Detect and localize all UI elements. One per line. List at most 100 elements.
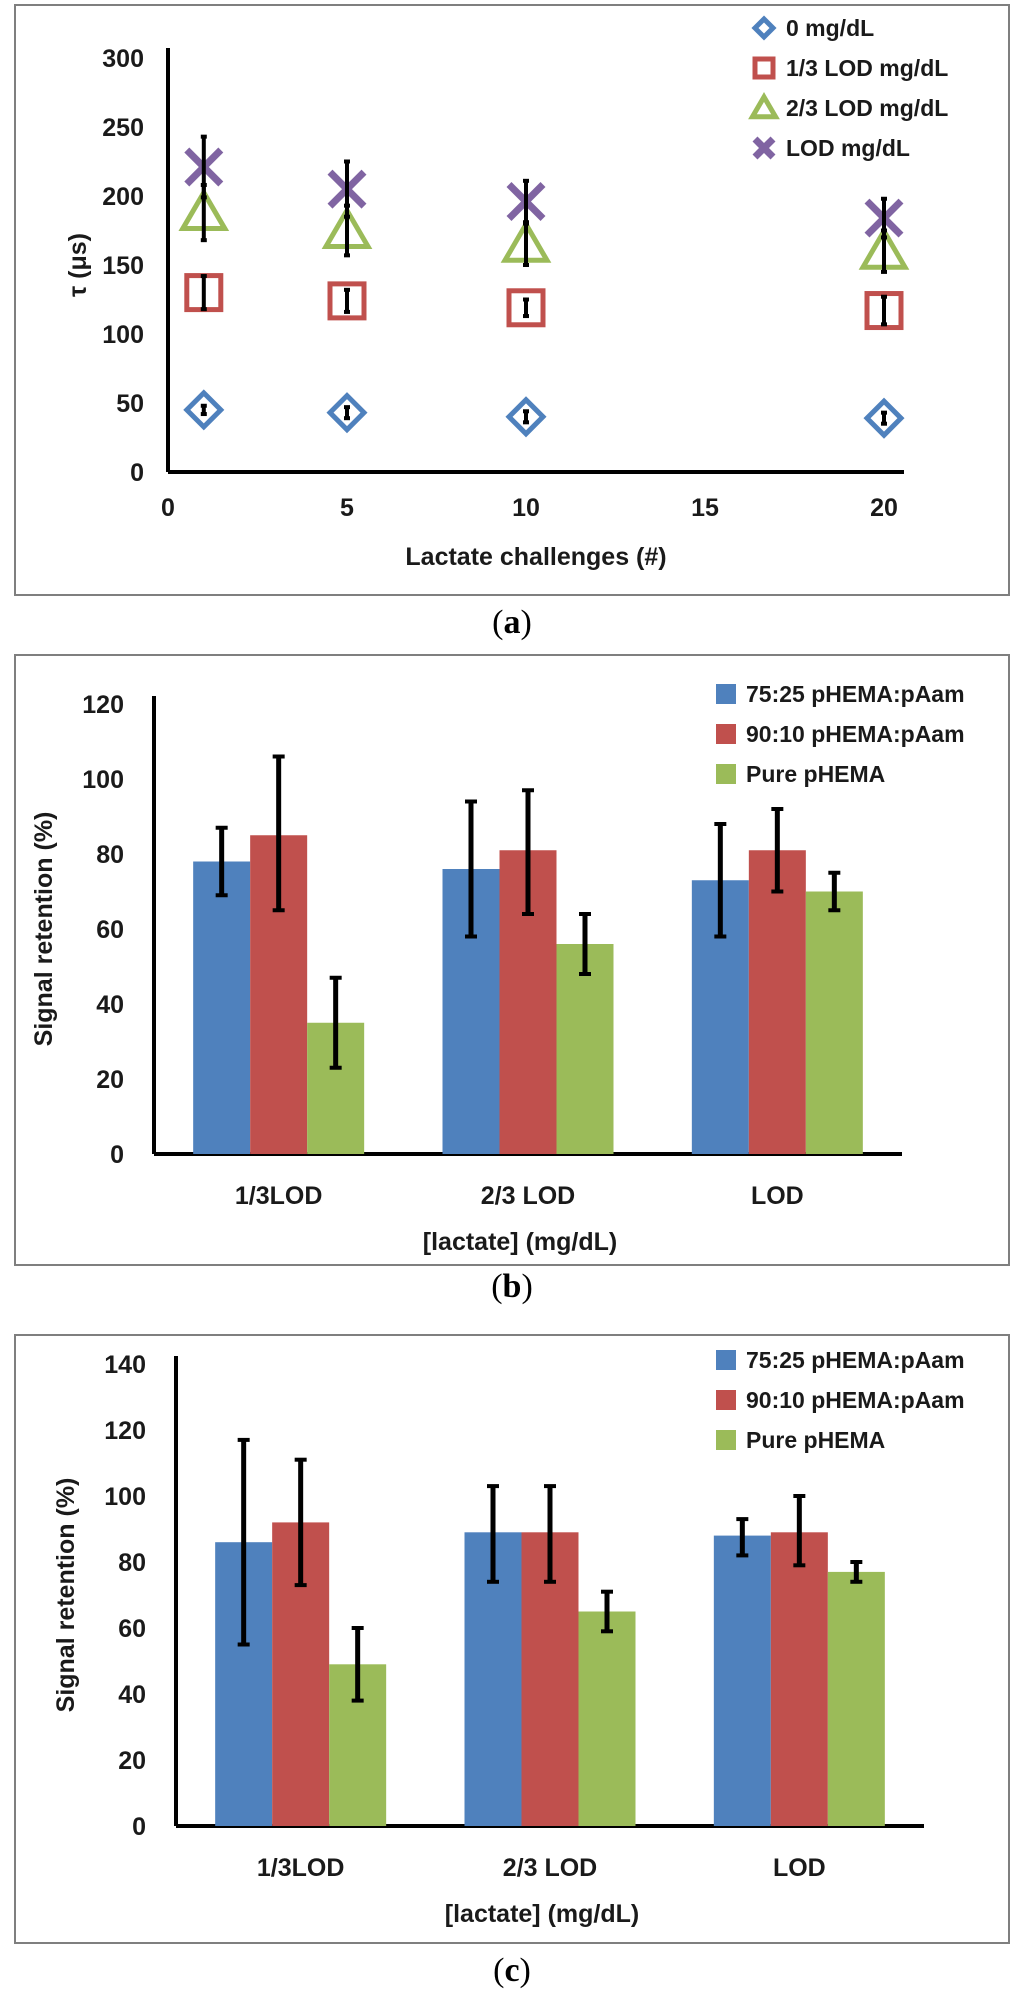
legend-label: Pure pHEMA bbox=[746, 1427, 885, 1453]
x-tick-label: 15 bbox=[691, 494, 719, 522]
bar bbox=[193, 861, 251, 1154]
legend-item: 75:25 pHEMA:pAam bbox=[716, 1347, 965, 1373]
legend-marker bbox=[752, 136, 776, 160]
data-point bbox=[326, 392, 368, 434]
bar bbox=[556, 944, 614, 1154]
y-tick-label: 80 bbox=[118, 1549, 146, 1577]
y-tick-label: 60 bbox=[96, 916, 124, 944]
legend-swatch bbox=[716, 724, 736, 744]
category-label: 1/3LOD bbox=[257, 1854, 345, 1882]
x-tick-label: 0 bbox=[161, 494, 175, 522]
series-75-25-phema-paam bbox=[215, 1437, 771, 1826]
data-point bbox=[506, 288, 546, 328]
y-tick-label: 60 bbox=[118, 1615, 146, 1643]
legend-label: 75:25 pHEMA:pAam bbox=[746, 1347, 965, 1373]
series-pure-phema bbox=[329, 1560, 885, 1826]
scatter-chart-a: 0 50 100 150 200 250 300 0 5 10 15 20 Lactate challe… bbox=[64, 15, 948, 571]
legend-label: 1/3 LOD mg/dL bbox=[786, 55, 948, 81]
legend-item: 2/3 LOD mg/dL bbox=[748, 92, 948, 121]
y-tick-label: 20 bbox=[96, 1066, 124, 1094]
legend-item: Pure pHEMA bbox=[716, 1427, 885, 1453]
series-lod-mg-dl bbox=[184, 134, 904, 240]
y-tick-label: 150 bbox=[102, 252, 144, 280]
series-pure-phema bbox=[307, 870, 863, 1154]
y-tick-label: 100 bbox=[104, 1483, 146, 1511]
legend-label: 90:10 pHEMA:pAam bbox=[746, 721, 965, 747]
x-tick-label: 20 bbox=[870, 494, 898, 522]
series-1-3-lod-mg-dl bbox=[184, 273, 904, 331]
y-tick-label: 120 bbox=[82, 691, 124, 719]
legend-item: 0 mg/dL bbox=[751, 15, 874, 41]
y-tick-label: 100 bbox=[82, 766, 124, 794]
legend-swatch bbox=[716, 1350, 736, 1370]
y-tick-label: 50 bbox=[116, 390, 144, 418]
bar-chart-b: 0 20 40 60 80 100 120 1/3LOD 2/3 LOD LOD [lactate]… bbox=[30, 681, 965, 1256]
legend-marker bbox=[751, 15, 777, 41]
bar-chart-c: 0 20 40 60 80 100 120 140 1/3LOD 2/3 LOD LOD [lacta… bbox=[52, 1347, 965, 1928]
legend: 0 mg/dL 1/3 LOD mg/dL 2/3 LOD mg/dL LOD mg/… bbox=[748, 15, 948, 161]
x-axis-title: [lactate] (mg/dL) bbox=[423, 1228, 617, 1256]
legend-label: 90:10 pHEMA:pAam bbox=[746, 1387, 965, 1413]
y-tick-label: 80 bbox=[96, 841, 124, 869]
legend-label: LOD mg/dL bbox=[786, 135, 910, 161]
series-2-3-lod-mg-dl bbox=[178, 182, 910, 274]
legend-item: LOD mg/dL bbox=[752, 135, 910, 161]
y-tick-label: 120 bbox=[104, 1417, 146, 1445]
y-tick-label: 20 bbox=[118, 1747, 146, 1775]
x-tick-label: 5 bbox=[340, 494, 354, 522]
category-label: LOD bbox=[751, 1182, 804, 1210]
y-tick-label: 200 bbox=[102, 183, 144, 211]
category-label: 2/3 LOD bbox=[481, 1182, 575, 1210]
legend-marker bbox=[752, 56, 776, 80]
bar bbox=[805, 891, 863, 1154]
legend-item: 1/3 LOD mg/dL bbox=[752, 55, 948, 81]
series-75-25-phema-paam bbox=[193, 799, 749, 1154]
legend-swatch bbox=[716, 684, 736, 704]
y-tick-label: 0 bbox=[130, 459, 144, 487]
y-tick-label: 140 bbox=[104, 1351, 146, 1379]
caption-c: (c) bbox=[493, 1952, 531, 1989]
legend-swatch bbox=[716, 1430, 736, 1450]
caption-b: (b) bbox=[491, 1268, 533, 1305]
y-axis-title: Signal retention (%) bbox=[30, 812, 58, 1047]
y-axis-title: τ (μs) bbox=[64, 233, 92, 297]
y-tick-label: 0 bbox=[110, 1141, 124, 1169]
category-label: 2/3 LOD bbox=[503, 1854, 597, 1882]
chart-panel-a: 0 50 100 150 200 250 300 0 5 10 15 20 Lactate challe… bbox=[14, 4, 1010, 596]
category-label: LOD bbox=[773, 1854, 826, 1882]
legend-label: Pure pHEMA bbox=[746, 761, 885, 787]
bar bbox=[578, 1611, 636, 1826]
bar bbox=[770, 1532, 828, 1826]
y-tick-label: 300 bbox=[102, 45, 144, 73]
chart-panel-b: 0 20 40 60 80 100 120 1/3LOD 2/3 LOD LOD [lactate]… bbox=[14, 654, 1010, 1266]
legend-item: 90:10 pHEMA:pAam bbox=[716, 721, 965, 747]
x-marker-stroke bbox=[752, 136, 776, 160]
legend-label: 75:25 pHEMA:pAam bbox=[746, 681, 965, 707]
y-tick-label: 100 bbox=[102, 321, 144, 349]
bar bbox=[713, 1535, 771, 1826]
legend-marker bbox=[748, 92, 780, 120]
bar bbox=[827, 1571, 885, 1826]
series-90-10-phema-paam bbox=[250, 754, 806, 1154]
caption-a: (a) bbox=[492, 604, 532, 641]
data-point bbox=[183, 389, 225, 431]
legend-label: 0 mg/dL bbox=[786, 15, 874, 41]
y-tick-label: 40 bbox=[118, 1681, 146, 1709]
series-90-10-phema-paam bbox=[272, 1457, 828, 1826]
y-axis-title: Signal retention (%) bbox=[52, 1478, 80, 1713]
y-tick-label: 0 bbox=[132, 1813, 146, 1841]
legend: 75:25 pHEMA:pAam 90:10 pHEMA:pAam Pure pHE… bbox=[716, 1347, 965, 1453]
data-point bbox=[505, 396, 547, 438]
y-tick-label: 40 bbox=[96, 991, 124, 1019]
data-point bbox=[863, 397, 905, 439]
legend-item: 75:25 pHEMA:pAam bbox=[716, 681, 965, 707]
legend-swatch bbox=[716, 1390, 736, 1410]
x-axis-title: [lactate] (mg/dL) bbox=[445, 1900, 639, 1928]
y-tick-label: 250 bbox=[102, 114, 144, 142]
data-point bbox=[327, 281, 367, 321]
legend-item: 90:10 pHEMA:pAam bbox=[716, 1387, 965, 1413]
legend-item: Pure pHEMA bbox=[716, 761, 885, 787]
series-0-mg-dl bbox=[183, 389, 905, 439]
category-label: 1/3LOD bbox=[235, 1182, 323, 1210]
legend: 75:25 pHEMA:pAam 90:10 pHEMA:pAam Pure pHE… bbox=[716, 681, 965, 787]
